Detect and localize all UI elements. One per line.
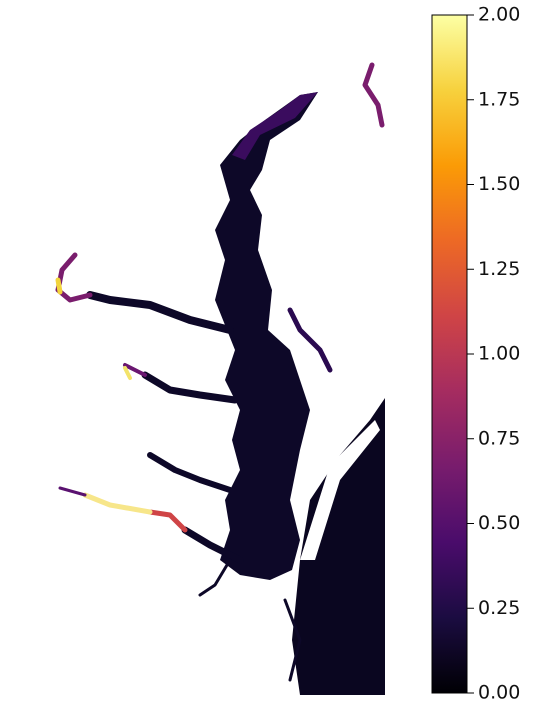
colorbar-tick-label: 1.50 [478, 173, 520, 195]
colorbar: 0.00 0.25 0.50 0.75 1.00 1.25 1.50 1.75 2.00 [431, 4, 520, 704]
colorbar-tick-label: 1.75 [478, 88, 520, 110]
river [287, 307, 333, 373]
colorbar-tick-label: 0.75 [478, 427, 520, 449]
tributaries [55, 62, 385, 682]
water-upper [232, 92, 318, 160]
river [141, 371, 239, 404]
river [147, 452, 233, 493]
map [55, 62, 385, 695]
colorbar-fill [431, 14, 468, 694]
colorbar-tick-label: 2.00 [478, 4, 520, 26]
colorbar-tick-label: 0.50 [478, 512, 520, 534]
river [123, 363, 147, 377]
shore-strip [300, 420, 380, 560]
river [283, 598, 302, 682]
colorbar-tick-label: 1.00 [478, 343, 520, 365]
river [55, 252, 93, 303]
river [147, 509, 188, 533]
water-bay [215, 92, 318, 580]
river [198, 558, 232, 597]
colorbar-tick-label: 0.25 [478, 597, 520, 619]
river [362, 62, 385, 128]
river [82, 492, 153, 515]
river [58, 486, 87, 497]
river [123, 366, 132, 380]
river [55, 277, 63, 295]
river [181, 526, 244, 564]
water-ocean [292, 398, 385, 695]
colorbar-tick-label: 1.25 [478, 258, 520, 280]
river [86, 291, 234, 334]
colorbar-tick-label: 0.00 [478, 682, 520, 704]
